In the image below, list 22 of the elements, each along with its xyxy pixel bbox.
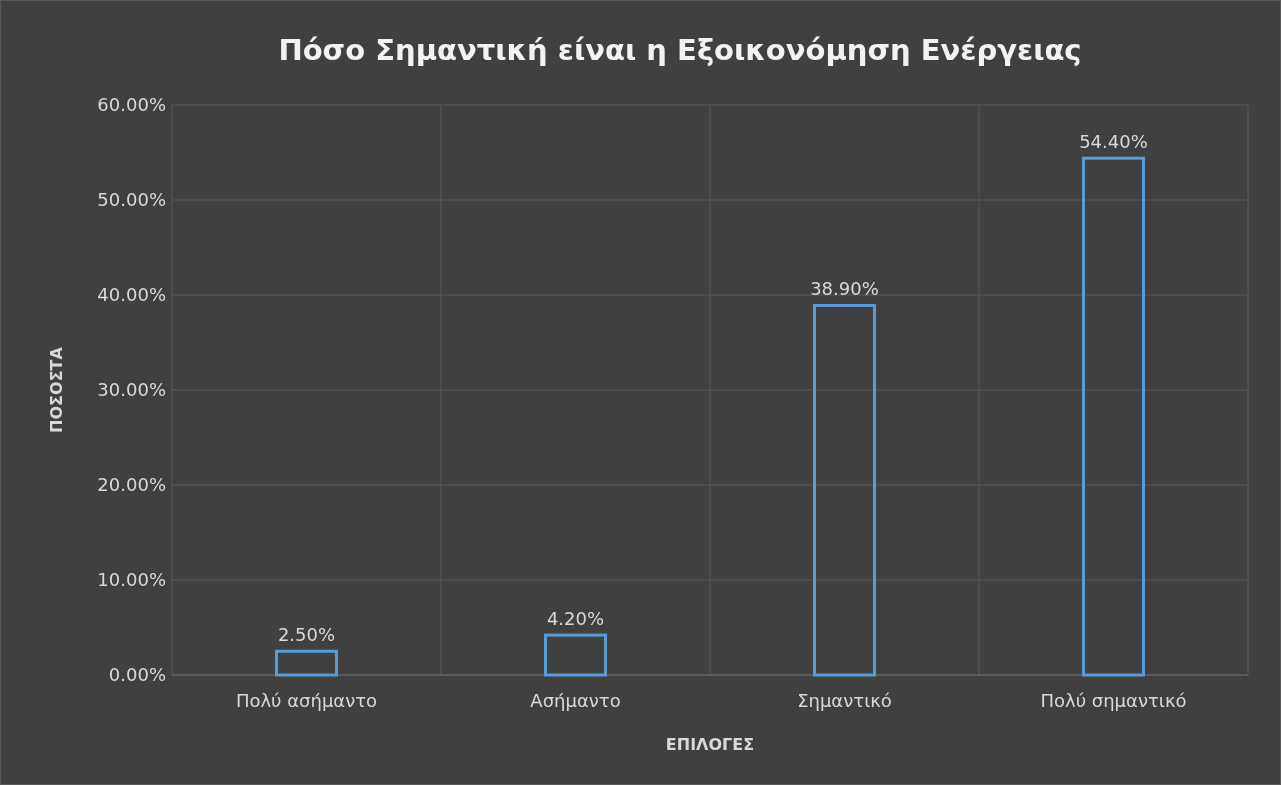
y-tick-label: 50.00% [97, 189, 166, 211]
bar [544, 633, 607, 677]
y-tick-label: 60.00% [97, 94, 166, 116]
data-label: 4.20% [546, 608, 605, 630]
data-label: 2.50% [277, 624, 336, 646]
x-tick-label: Ασήμαντο [530, 690, 621, 711]
y-tick-label: 40.00% [97, 284, 166, 306]
x-tick-label: Πολύ ασήμαντο [235, 690, 378, 711]
y-tick-label: 10.00% [97, 569, 166, 591]
data-label: 54.40% [1079, 131, 1148, 153]
chart-title: Πόσο Σημαντική είναι η Εξοικονόμηση Ενέργειας [278, 33, 1082, 67]
bar [275, 649, 338, 677]
x-tick-label: Σημαντικό [797, 690, 892, 711]
x-tick-label: Πολύ σημαντικό [1040, 690, 1187, 711]
y-tick-label: 30.00% [97, 379, 166, 401]
y-axis-title: ΠΟΣΟΣΤΑ [47, 346, 66, 433]
bar [813, 303, 876, 677]
y-tick-label: 20.00% [97, 474, 166, 496]
y-tick-label: 0.00% [108, 664, 166, 686]
data-label: 38.90% [810, 278, 879, 300]
x-axis-title: ΕΠΙΛΟΓΕΣ [665, 735, 755, 754]
bar [1082, 156, 1145, 677]
